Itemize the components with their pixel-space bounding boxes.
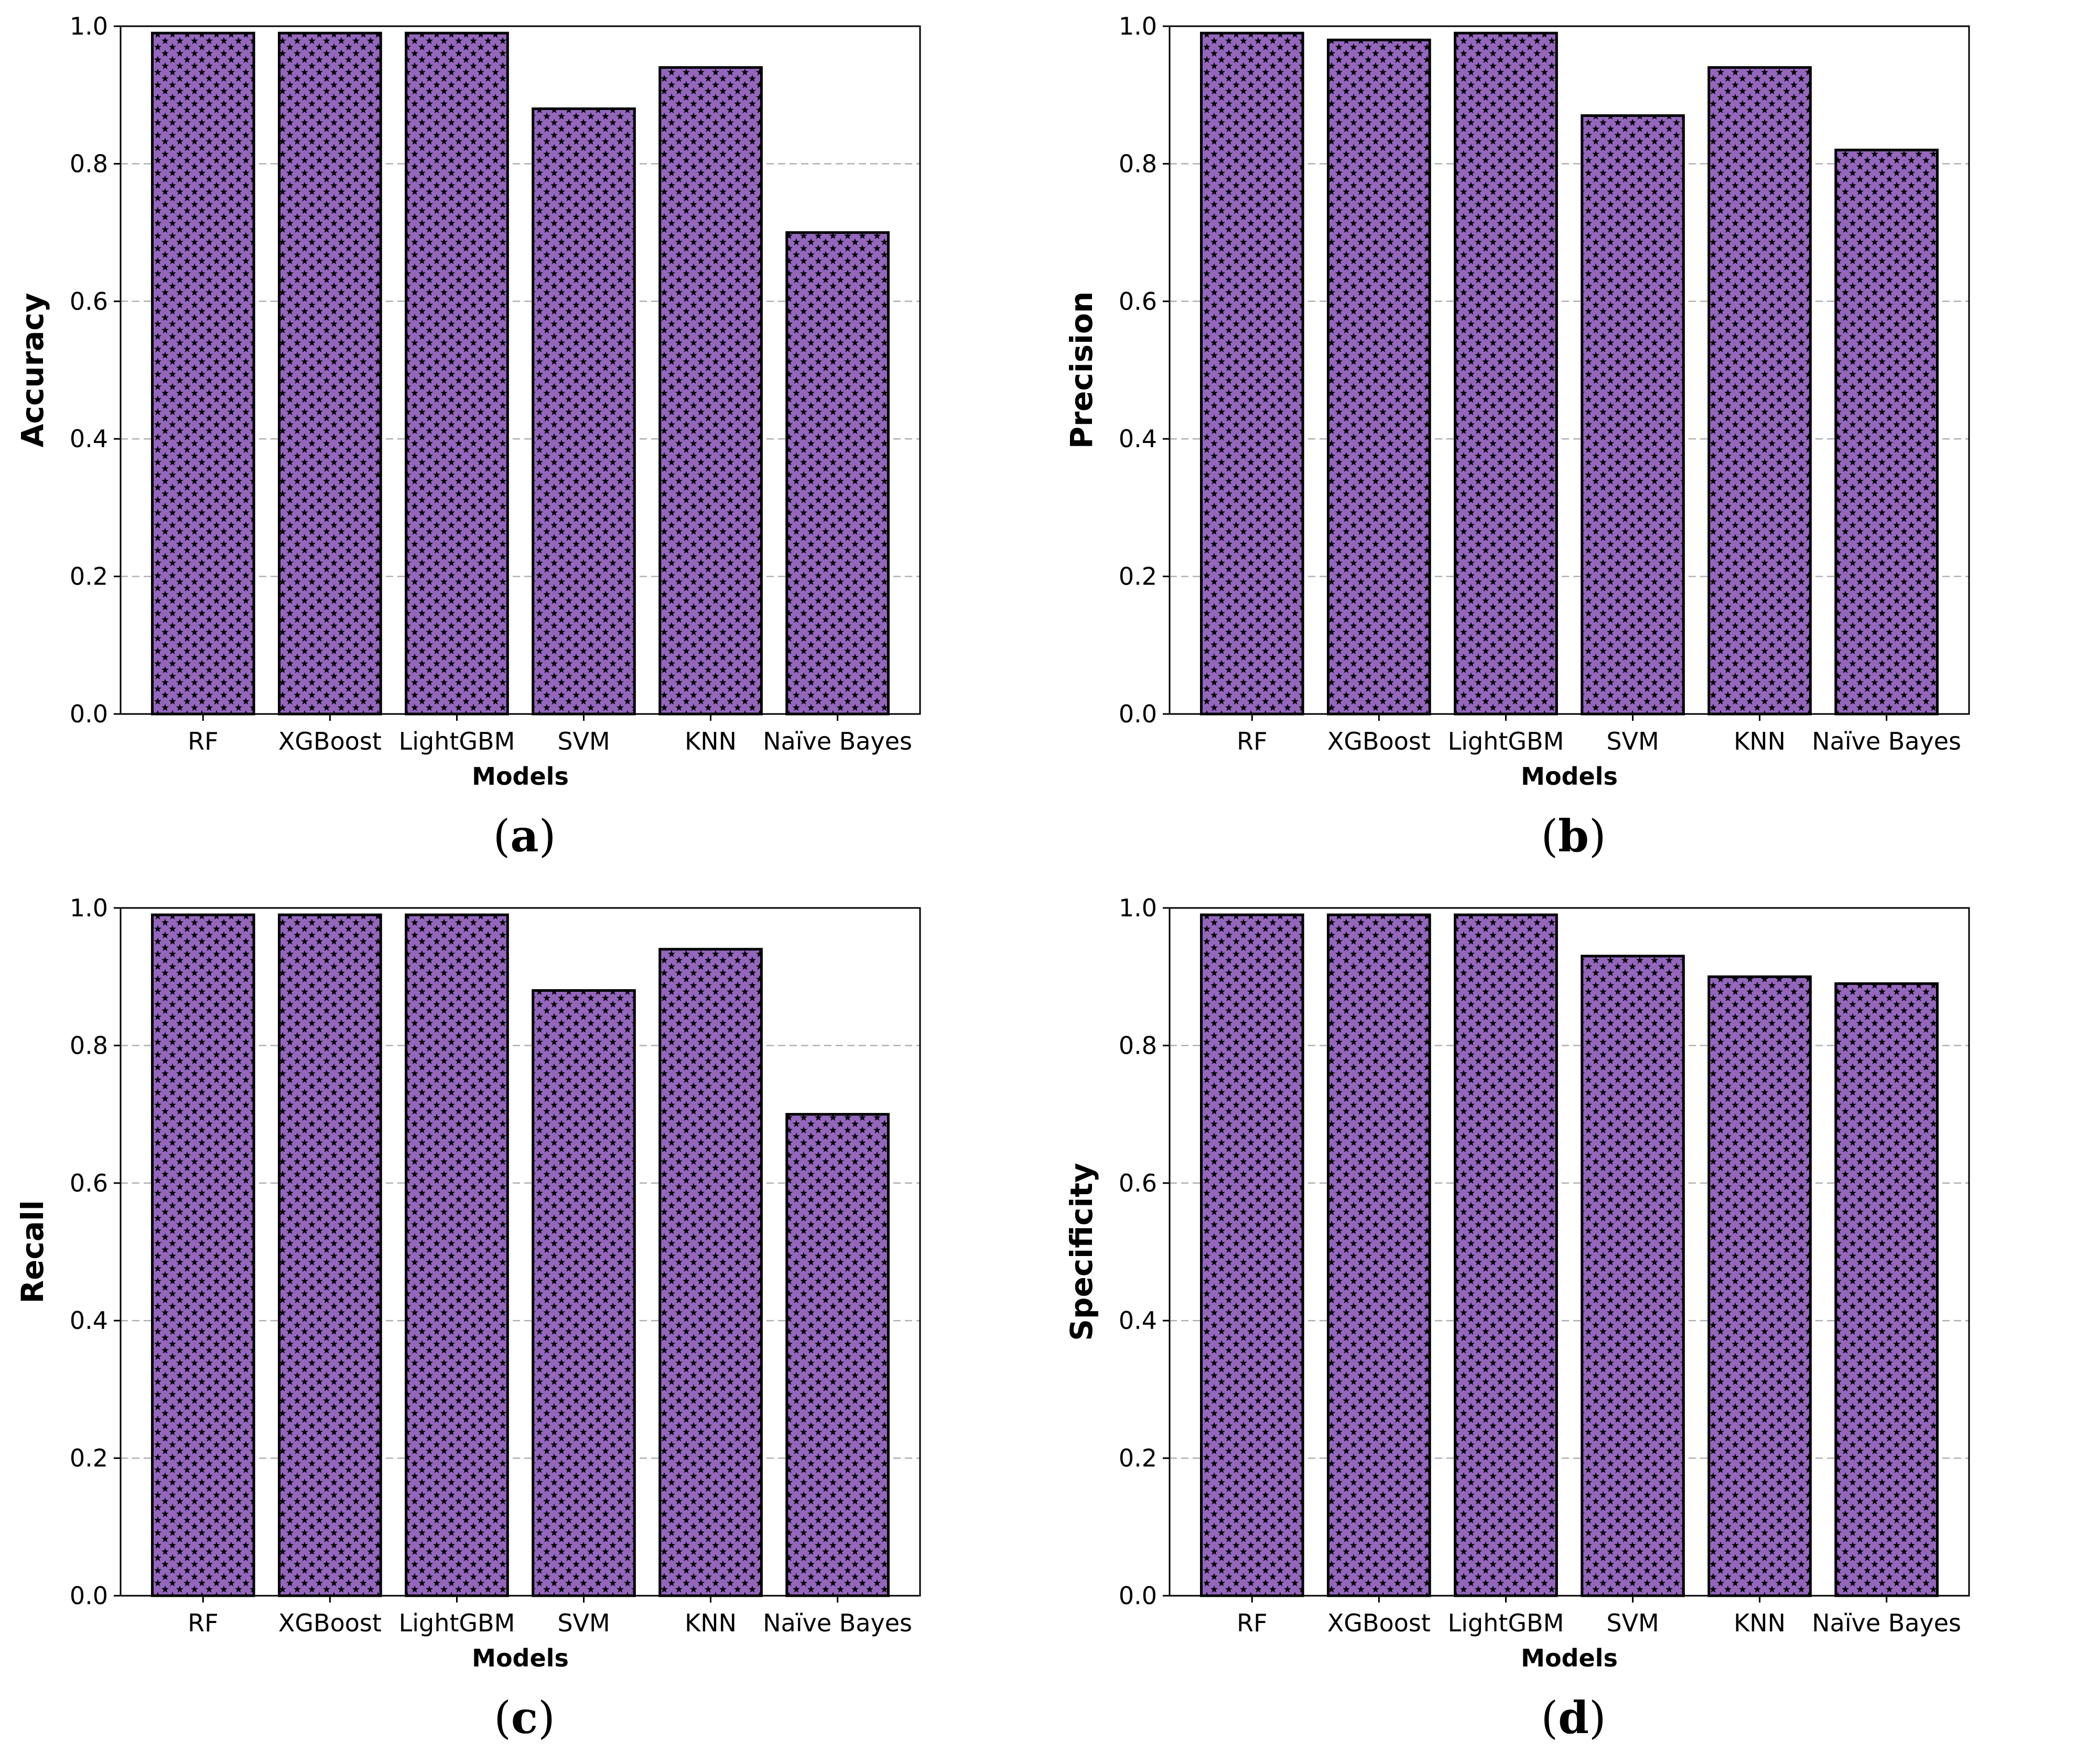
bar-recall-lightgbm xyxy=(405,913,509,1597)
x-tick-label: LightGBM xyxy=(399,727,515,755)
bar-specificity-rf xyxy=(1200,913,1304,1597)
caption-c: (c) xyxy=(494,1692,555,1744)
y-axis-label: Precision xyxy=(1064,291,1099,449)
x-axis-label: Models xyxy=(472,1644,569,1672)
panel-d: 0.0 0.2 0.4 0.6 0.8 1.0 RF XGBoost LightGBM SVM KN… xyxy=(1049,882,2098,1763)
y-tick-label: 0.4 xyxy=(70,1306,108,1335)
plot-frame xyxy=(1169,907,1970,1597)
x-axis-label: Models xyxy=(1521,762,1618,791)
plot-frame xyxy=(120,907,921,1597)
bar-accuracy-xgboost xyxy=(278,31,382,716)
chart-specificity: 0.0 0.2 0.4 0.6 0.8 1.0 RF XGBoost LightGBM SVM KN… xyxy=(1064,894,1970,1672)
y-tick-label: 0.2 xyxy=(1119,562,1157,591)
x-tick-label: KNN xyxy=(685,1609,737,1637)
bar-specificity-knn xyxy=(1707,975,1812,1597)
x-tick-label: KNN xyxy=(685,727,737,755)
x-tick-label: Naïve Bayes xyxy=(1812,1609,1961,1637)
panel-b: 0.0 0.2 0.4 0.6 0.8 1.0 RF XGBoost LightGBM SVM KN… xyxy=(1049,0,2098,882)
bar-recall-svm xyxy=(532,989,636,1597)
y-tick-label: 1.0 xyxy=(1119,12,1157,40)
panel-c: 0.0 0.2 0.4 0.6 0.8 1.0 RF XGBoost LightGBM SVM KN… xyxy=(0,882,1049,1763)
x-tick-label: Naïve Bayes xyxy=(763,1609,912,1637)
y-tick-label: 0.8 xyxy=(70,1031,108,1059)
bar-precision-na-ve-bayes xyxy=(1834,148,1939,716)
plot-frame xyxy=(1169,25,1970,715)
bar-accuracy-svm xyxy=(532,107,636,716)
x-tick-label: KNN xyxy=(1734,727,1786,755)
x-tick-label: LightGBM xyxy=(1448,727,1564,755)
y-tick-label: 0.4 xyxy=(1119,425,1157,453)
x-tick-label: XGBoost xyxy=(1327,727,1431,755)
bar-accuracy-na-ve-bayes xyxy=(785,231,890,716)
x-tick-label: XGBoost xyxy=(278,727,382,755)
bar-recall-na-ve-bayes xyxy=(785,1113,890,1597)
caption-b: (b) xyxy=(1541,810,1606,862)
chart-precision: 0.0 0.2 0.4 0.6 0.8 1.0 RF XGBoost LightGBM SVM KN… xyxy=(1064,12,1970,791)
bar-recall-xgboost xyxy=(278,913,382,1597)
x-tick-label: SVM xyxy=(557,727,610,755)
y-tick-label: 0.6 xyxy=(70,287,108,316)
y-tick-label: 1.0 xyxy=(70,894,108,922)
bar-recall-rf xyxy=(151,913,255,1597)
y-axis-label: Recall xyxy=(15,1200,50,1303)
bar-recall-knn xyxy=(658,948,763,1597)
y-tick-label: 0.6 xyxy=(1119,1169,1157,1197)
panel-a: 0.0 0.2 0.4 0.6 0.8 1.0 RF XGBoost LightGBM SVM KN… xyxy=(0,0,1049,882)
x-tick-label: LightGBM xyxy=(399,1609,515,1637)
y-tick-label: 0.4 xyxy=(70,425,108,453)
bar-precision-lightgbm xyxy=(1454,31,1558,716)
y-tick-label: 0.0 xyxy=(70,1582,108,1610)
x-tick-label: RF xyxy=(188,1609,218,1637)
y-axis-label: Accuracy xyxy=(15,293,50,448)
y-tick-label: 0.0 xyxy=(1119,700,1157,728)
bar-specificity-lightgbm xyxy=(1454,913,1558,1597)
y-axis-label: Specificity xyxy=(1064,1163,1099,1341)
bar-precision-rf xyxy=(1200,31,1304,716)
x-tick-label: XGBoost xyxy=(278,1609,382,1637)
bar-accuracy-rf xyxy=(151,31,255,716)
y-tick-label: 0.4 xyxy=(1119,1306,1157,1335)
bar-specificity-na-ve-bayes xyxy=(1834,982,1939,1597)
x-tick-label: RF xyxy=(1237,727,1267,755)
caption-a: (a) xyxy=(493,810,556,862)
x-tick-label: SVM xyxy=(557,1609,610,1637)
y-tick-label: 0.0 xyxy=(70,700,108,728)
plot-frame xyxy=(120,25,921,715)
bar-precision-xgboost xyxy=(1327,38,1431,716)
y-tick-label: 0.0 xyxy=(1119,1582,1157,1610)
x-axis-label: Models xyxy=(472,762,569,791)
chart-recall: 0.0 0.2 0.4 0.6 0.8 1.0 RF XGBoost LightGBM SVM KN… xyxy=(15,894,921,1672)
bar-accuracy-knn xyxy=(658,66,763,716)
x-tick-label: RF xyxy=(188,727,218,755)
y-tick-label: 0.6 xyxy=(1119,287,1157,316)
bar-precision-knn xyxy=(1707,66,1812,716)
y-tick-label: 0.2 xyxy=(70,562,108,591)
caption-d: (d) xyxy=(1541,1692,1606,1744)
y-tick-label: 0.2 xyxy=(1119,1444,1157,1473)
chart-accuracy: 0.0 0.2 0.4 0.6 0.8 1.0 RF XGBoost LightGBM SVM KN… xyxy=(15,12,921,791)
x-tick-label: KNN xyxy=(1734,1609,1786,1637)
y-tick-label: 0.6 xyxy=(70,1169,108,1197)
y-tick-label: 0.8 xyxy=(1119,149,1157,178)
bar-specificity-svm xyxy=(1581,955,1685,1597)
x-tick-label: XGBoost xyxy=(1327,1609,1431,1637)
x-tick-label: SVM xyxy=(1606,727,1659,755)
y-tick-label: 0.8 xyxy=(70,149,108,178)
x-axis-label: Models xyxy=(1521,1644,1618,1672)
x-tick-label: RF xyxy=(1237,1609,1267,1637)
bar-precision-svm xyxy=(1581,114,1685,716)
bar-accuracy-lightgbm xyxy=(405,31,509,716)
x-tick-label: Naïve Bayes xyxy=(763,727,912,755)
bar-specificity-xgboost xyxy=(1327,913,1431,1597)
y-tick-label: 0.2 xyxy=(70,1444,108,1473)
y-tick-label: 1.0 xyxy=(70,12,108,40)
x-tick-label: SVM xyxy=(1606,1609,1659,1637)
y-tick-label: 0.8 xyxy=(1119,1031,1157,1059)
y-tick-label: 1.0 xyxy=(1119,894,1157,922)
x-tick-label: Naïve Bayes xyxy=(1812,727,1961,755)
x-tick-label: LightGBM xyxy=(1448,1609,1564,1637)
